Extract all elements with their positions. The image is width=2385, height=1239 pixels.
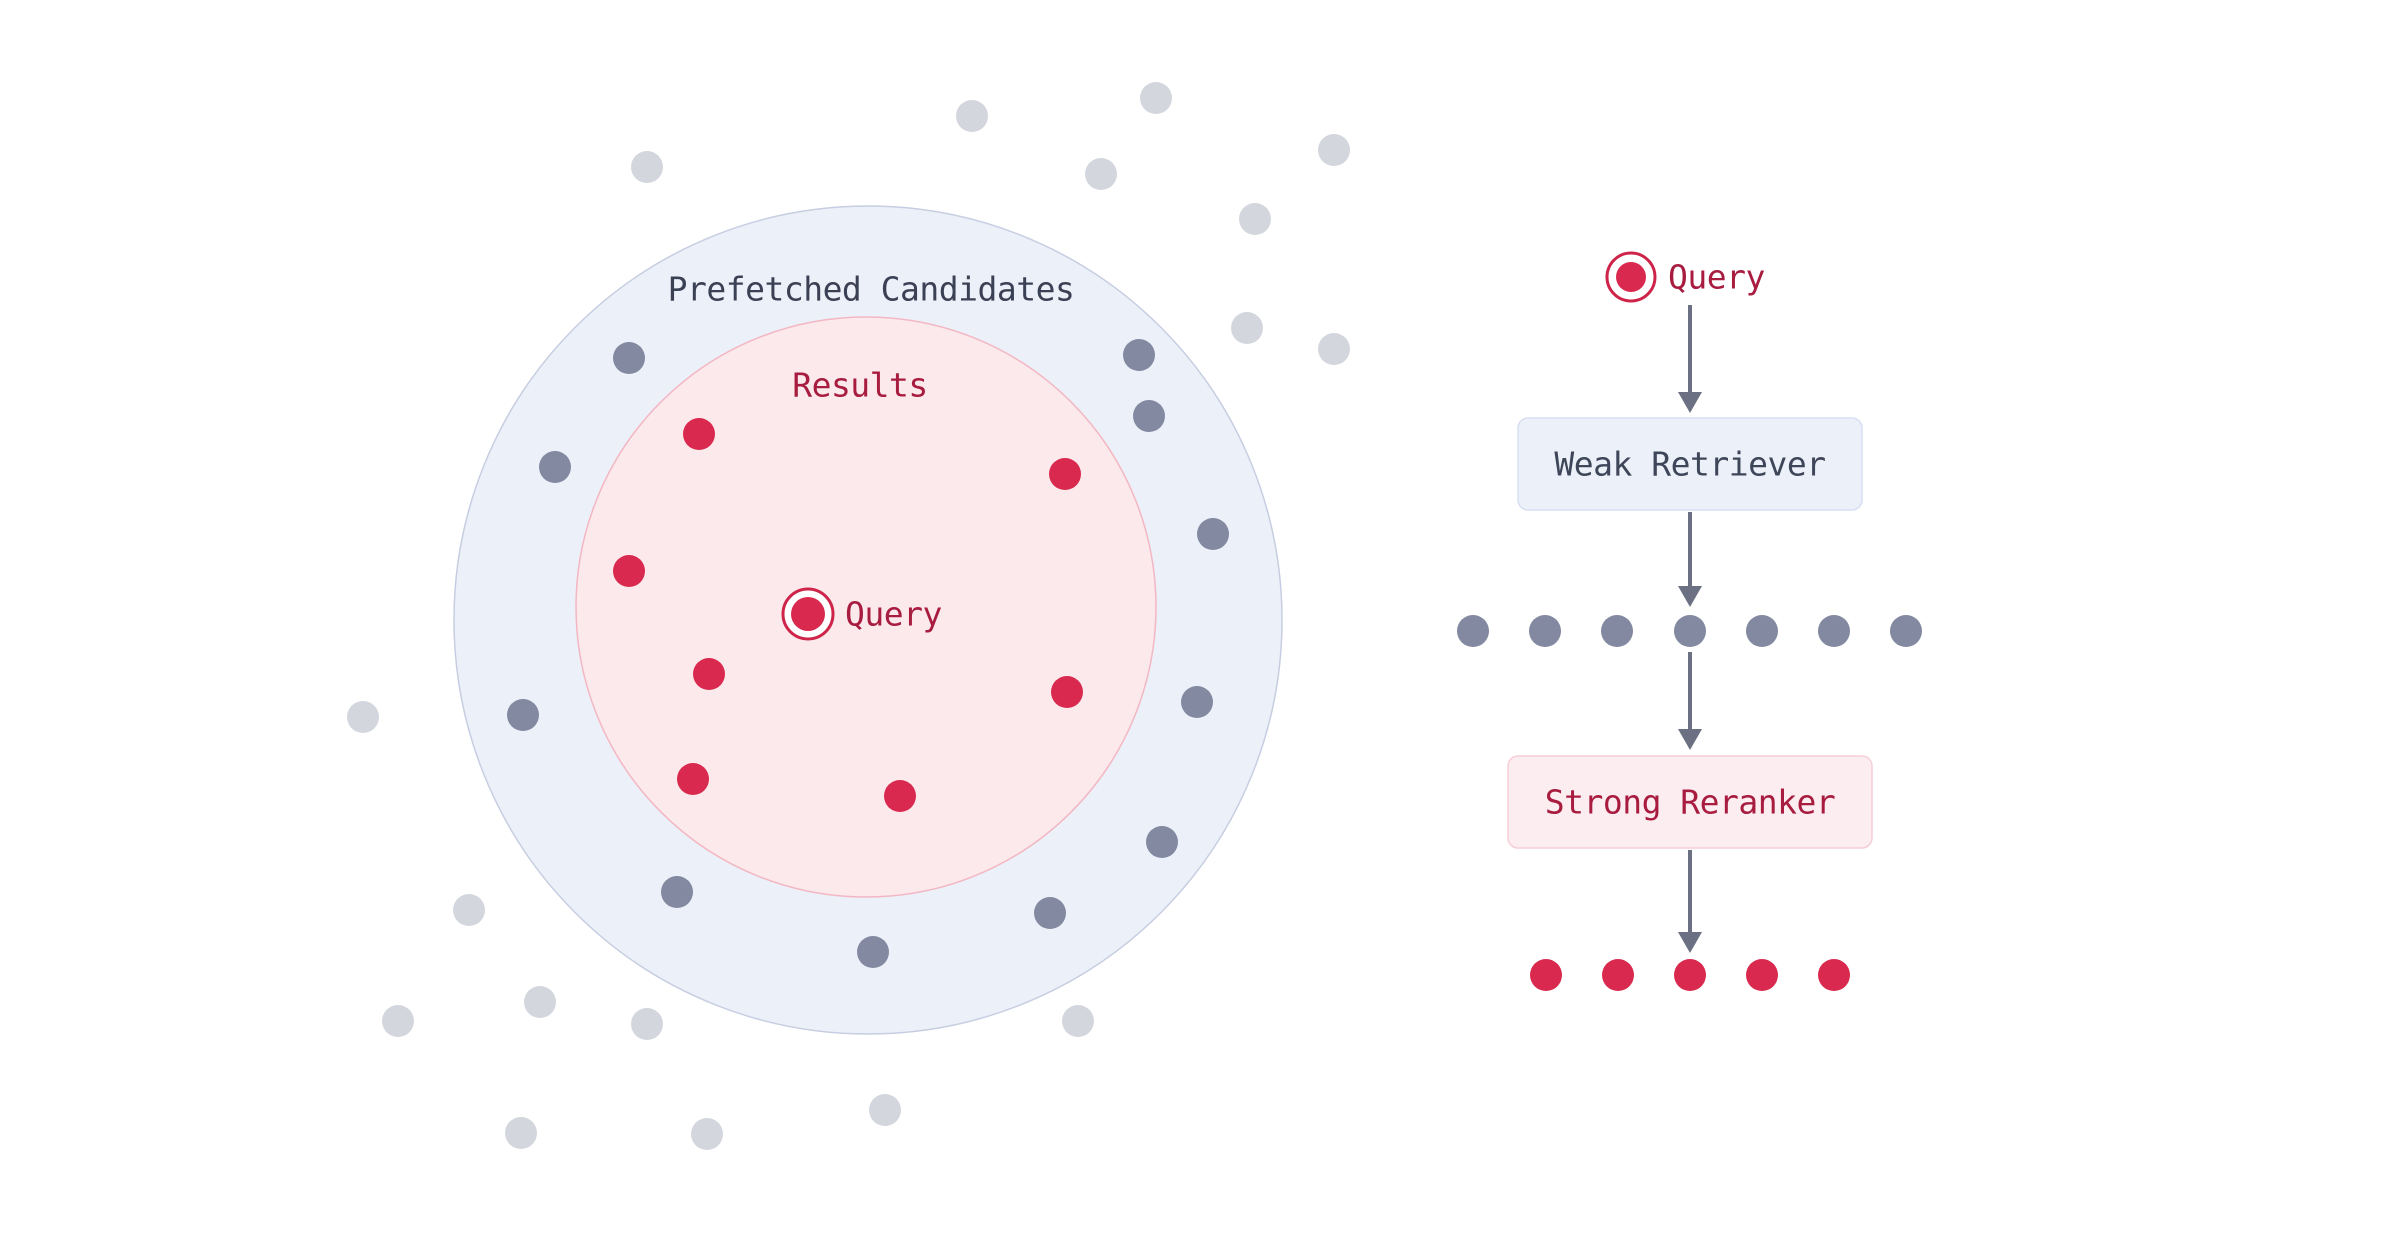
candidate-dot xyxy=(1123,339,1155,371)
retrieved-candidate-dot xyxy=(1457,615,1489,647)
candidate-dot xyxy=(1133,400,1165,432)
arrowhead-icon xyxy=(1678,729,1702,750)
prefetched-candidate-dots xyxy=(507,339,1229,968)
candidate-dot xyxy=(1181,686,1213,718)
outside-dot xyxy=(524,986,556,1018)
outside-dot xyxy=(1239,203,1271,235)
flow-query-dot-icon xyxy=(1616,262,1646,292)
candidate-dot xyxy=(1034,897,1066,929)
outside-dot xyxy=(453,894,485,926)
arrowhead-icon xyxy=(1678,586,1702,607)
strong-reranker-box xyxy=(1507,755,1873,849)
candidate-dot xyxy=(1146,826,1178,858)
arrowhead-icon xyxy=(1678,392,1702,413)
reranked-result-dot xyxy=(1602,959,1634,991)
outside-dot xyxy=(347,701,379,733)
weak-retriever-box xyxy=(1517,417,1863,511)
result-dot xyxy=(677,763,709,795)
outside-dot xyxy=(869,1094,901,1126)
retrieved-candidate-dot xyxy=(1746,615,1778,647)
pipeline-flow: Query Weak Retriever Strong Reranker xyxy=(1457,251,1922,991)
retrieved-candidate-dot xyxy=(1674,615,1706,647)
outside-dot xyxy=(1062,1005,1094,1037)
reranked-result-dot xyxy=(1530,959,1562,991)
outside-dot xyxy=(1140,82,1172,114)
flow-arrow xyxy=(1678,305,1702,413)
result-dots xyxy=(613,418,1083,812)
result-dot xyxy=(1051,676,1083,708)
outside-dot xyxy=(956,100,988,132)
candidate-dot xyxy=(539,451,571,483)
reranked-results-dot-row xyxy=(1530,959,1850,991)
arrowhead-icon xyxy=(1678,932,1702,953)
venn-diagram: Prefetched Candidates Results Query xyxy=(347,82,1350,1150)
flow-arrow xyxy=(1678,652,1702,750)
flow-query-node: Query xyxy=(1605,251,1765,303)
outside-dot xyxy=(382,1005,414,1037)
candidate-dot xyxy=(1197,518,1229,550)
candidate-dot xyxy=(507,699,539,731)
result-dot xyxy=(613,555,645,587)
outside-dot xyxy=(1318,134,1350,166)
flow-query-label: Query xyxy=(1668,258,1765,297)
result-dot xyxy=(884,780,916,812)
candidate-dot xyxy=(613,342,645,374)
outside-dot xyxy=(631,1008,663,1040)
retrieved-candidate-dot xyxy=(1890,615,1922,647)
flow-arrows xyxy=(1678,305,1702,953)
outside-dot xyxy=(1318,333,1350,365)
outside-dot xyxy=(1085,158,1117,190)
outside-candidate-dots xyxy=(347,82,1350,1150)
query-dot-icon xyxy=(791,597,825,631)
query-label: Query xyxy=(845,595,942,634)
flow-arrow xyxy=(1678,512,1702,607)
retrieved-candidate-dot xyxy=(1818,615,1850,647)
retrieved-candidate-dot xyxy=(1529,615,1561,647)
reranked-result-dot xyxy=(1674,959,1706,991)
strong-reranker-label: Strong Reranker xyxy=(1545,783,1836,822)
results-circle xyxy=(575,316,1157,898)
result-dot xyxy=(683,418,715,450)
retrieved-candidates-dot-row xyxy=(1457,615,1922,647)
candidate-dot xyxy=(661,876,693,908)
prefetched-candidates-label: Prefetched Candidates xyxy=(668,270,1075,309)
result-dot xyxy=(1049,458,1081,490)
outside-dot xyxy=(631,151,663,183)
outside-dot xyxy=(1231,312,1263,344)
outside-dot xyxy=(691,1118,723,1150)
outside-dot xyxy=(505,1117,537,1149)
retrieved-candidate-dot xyxy=(1601,615,1633,647)
result-dot xyxy=(693,658,725,690)
weak-retriever-label: Weak Retriever xyxy=(1554,445,1825,484)
reranked-result-dot xyxy=(1746,959,1778,991)
reranked-result-dot xyxy=(1818,959,1850,991)
results-label: Results xyxy=(792,366,928,405)
candidate-dot xyxy=(857,936,889,968)
flow-arrow xyxy=(1678,850,1702,953)
query-marker: Query xyxy=(781,587,942,641)
